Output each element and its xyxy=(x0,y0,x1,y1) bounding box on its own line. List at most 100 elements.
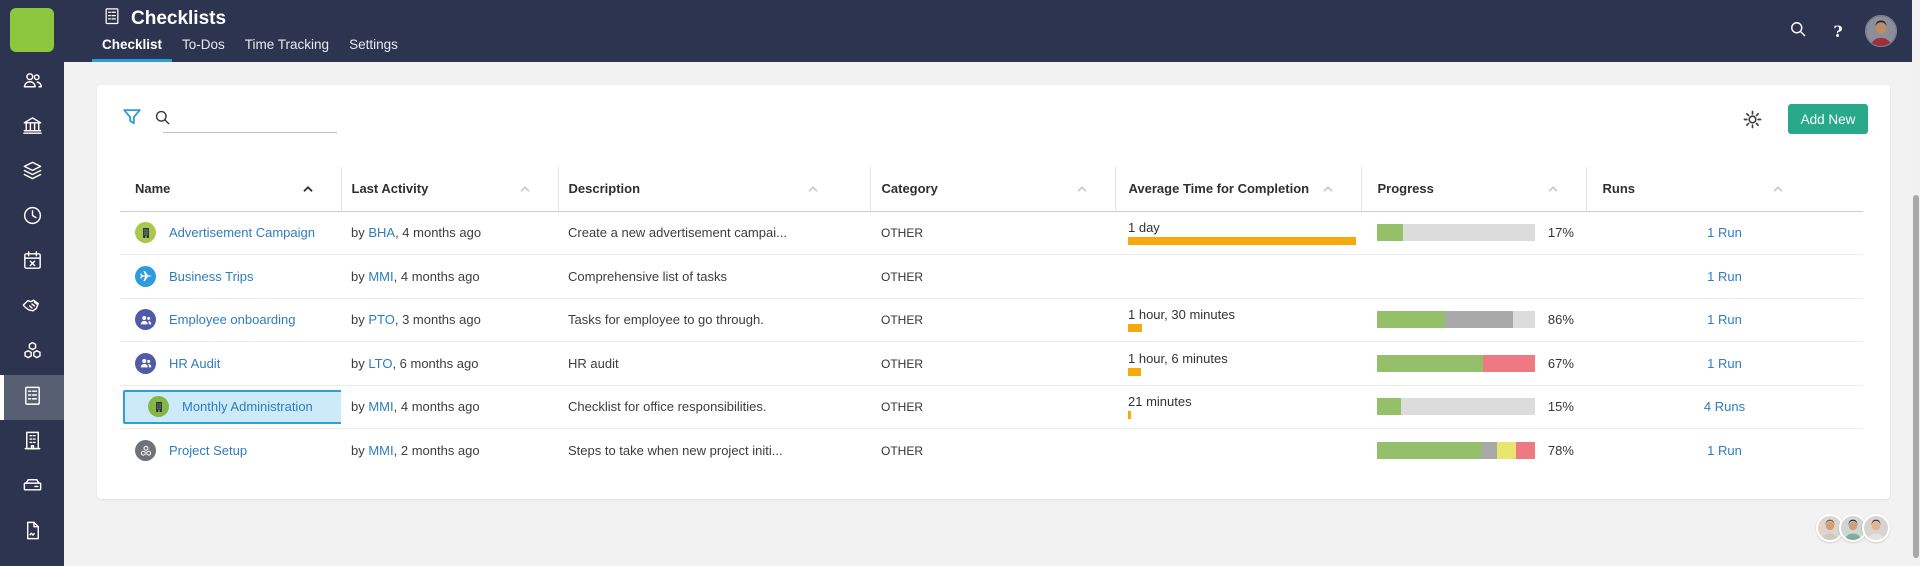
search-input[interactable] xyxy=(163,105,337,133)
checklist-name-cell[interactable]: Business Trips xyxy=(135,265,340,287)
user-initials-link[interactable]: MMI xyxy=(368,268,394,284)
sidebar-item-layers[interactable] xyxy=(0,150,64,195)
checklist-name-cell[interactable]: Advertisement Campaign xyxy=(135,222,340,244)
table-row: Project Setup by MMI, 2 months ago Steps t… xyxy=(120,429,1863,473)
scrollbar-thumb[interactable] xyxy=(1913,195,1919,558)
column-label: Runs xyxy=(1602,181,1636,197)
column-header-runs[interactable]: Runs xyxy=(1585,167,1863,212)
table-row: Monthly Administration by MMI, 4 months a… xyxy=(120,385,1863,429)
checklist-card: Add New Name Last Activity Description Cate… xyxy=(97,85,1890,499)
progress-segment xyxy=(1482,354,1535,372)
checklists-icon xyxy=(21,384,44,412)
progress-percent: 78% xyxy=(1547,443,1574,458)
last-activity-text: by BHA, 4 months ago xyxy=(351,225,482,241)
tab-settings[interactable]: Settings xyxy=(349,37,398,52)
description-text: Checklist for office responsibilities. xyxy=(568,399,767,415)
page-scrollbar[interactable] xyxy=(1912,0,1920,566)
plane-badge-icon xyxy=(135,265,156,287)
runs-link[interactable]: 1 Run xyxy=(1707,443,1742,458)
sidebar xyxy=(0,0,71,566)
progress-cell: 86% xyxy=(1377,311,1585,329)
add-new-button[interactable]: Add New xyxy=(1788,104,1868,134)
description-text: Comprehensive list of tasks xyxy=(568,268,727,284)
category-text: OTHER xyxy=(881,226,923,241)
runs-link[interactable]: 1 Run xyxy=(1707,268,1742,284)
user-initials-link[interactable]: BHA xyxy=(368,225,396,241)
table-row: Business Trips by MMI, 4 months ago Compre… xyxy=(120,254,1863,299)
progress-cell: 78% xyxy=(1377,442,1585,459)
column-header-progress[interactable]: Progress xyxy=(1360,167,1586,212)
main-content: Add New Name Last Activity Description Cate… xyxy=(64,62,1912,566)
time-bar xyxy=(1128,367,1141,376)
progress-segment xyxy=(1515,442,1535,459)
checklist-name-cell[interactable]: Employee onboarding xyxy=(135,309,340,331)
building-badge-icon xyxy=(148,396,169,418)
checklist-name-cell[interactable]: HR Audit xyxy=(135,352,340,374)
time-bar xyxy=(1128,237,1357,246)
tab-to-dos[interactable]: To-Dos xyxy=(182,37,225,52)
sidebar-item-cubes[interactable] xyxy=(0,330,64,375)
runs-link[interactable]: 1 Run xyxy=(1707,355,1742,371)
progress-percent: 86% xyxy=(1547,312,1574,328)
sidebar-item-handshake[interactable] xyxy=(0,285,64,330)
sidebar-item-users[interactable] xyxy=(0,60,64,105)
sidebar-item-drive[interactable] xyxy=(0,465,64,510)
user-initials-link[interactable]: LTO xyxy=(368,355,393,371)
sidebar-item-calendar-x[interactable] xyxy=(0,240,64,285)
runs-link[interactable]: 1 Run xyxy=(1707,312,1742,328)
help-button[interactable]: ? xyxy=(1826,19,1850,43)
average-time-text: 1 hour, 30 minutes xyxy=(1128,307,1235,323)
progress-cell: 17% xyxy=(1377,224,1585,242)
sidebar-item-building[interactable] xyxy=(0,420,64,465)
user-initials-link[interactable]: MMI xyxy=(368,443,394,458)
runs-link[interactable]: 4 Runs xyxy=(1703,399,1746,415)
checklist-name-link[interactable]: Monthly Administration xyxy=(182,399,313,415)
handshake-icon xyxy=(21,294,44,322)
table-row: HR Audit by LTO, 6 months ago HR audit OTHE… xyxy=(120,341,1863,386)
document-icon xyxy=(21,519,44,547)
last-activity-text: by MMI, 2 months ago xyxy=(351,443,480,458)
average-time-cell: 1 hour, 30 minutes xyxy=(1128,307,1360,333)
average-time-text: 21 minutes xyxy=(1128,394,1192,410)
app-logo[interactable] xyxy=(10,8,71,69)
progress-segment xyxy=(1496,442,1516,459)
checklist-name-link[interactable]: Advertisement Campaign xyxy=(169,225,315,241)
top-navigation-bar: Checklists Checklist To-Dos Time Tracking S… xyxy=(64,0,1912,62)
column-header-category[interactable]: Category xyxy=(869,167,1115,212)
search-button[interactable] xyxy=(1786,19,1810,43)
building-icon xyxy=(21,429,44,457)
user-initials-link[interactable]: MMI xyxy=(368,399,394,415)
progress-bar xyxy=(1377,311,1535,329)
column-header-name[interactable]: Name xyxy=(120,167,341,212)
sort-caret-icon xyxy=(1546,182,1560,196)
sidebar-item-checklists[interactable] xyxy=(0,375,64,420)
dark-haired-man-avatar[interactable] xyxy=(1839,514,1867,542)
tab-checklist[interactable]: Checklist xyxy=(92,32,173,62)
checklist-name-link[interactable]: Employee onboarding xyxy=(169,312,296,328)
user-initials-link[interactable]: PTO xyxy=(368,312,395,328)
checklist-name-cell[interactable]: Project Setup xyxy=(135,440,340,461)
cubes-icon xyxy=(21,339,44,367)
progress-segment xyxy=(1377,224,1404,242)
sort-caret-icon xyxy=(518,182,532,196)
gear-icon[interactable] xyxy=(1741,108,1764,131)
woman-avatar[interactable] xyxy=(1862,514,1890,542)
building-badge-icon xyxy=(135,222,156,244)
checklist-name-link[interactable]: HR Audit xyxy=(169,355,221,371)
runs-link[interactable]: 1 Run xyxy=(1707,225,1742,241)
progress-percent: 15% xyxy=(1547,399,1574,415)
sidebar-item-clock[interactable] xyxy=(0,195,64,240)
tab-time-tracking[interactable]: Time Tracking xyxy=(244,37,330,52)
sidebar-item-bank[interactable] xyxy=(0,105,64,150)
checklist-name-cell-selected[interactable]: Monthly Administration xyxy=(123,389,341,424)
checklist-name-link[interactable]: Project Setup xyxy=(169,443,248,458)
progress-percent: 67% xyxy=(1547,355,1574,371)
column-header-average-time-for-completion[interactable]: Average Time for Completion xyxy=(1114,167,1361,212)
user-avatar[interactable] xyxy=(1865,15,1897,47)
column-header-last-activity[interactable]: Last Activity xyxy=(340,167,558,212)
sidebar-item-document[interactable] xyxy=(0,510,64,555)
checklist-name-link[interactable]: Business Trips xyxy=(169,268,254,284)
column-header-description[interactable]: Description xyxy=(557,167,870,212)
sort-caret-icon xyxy=(1771,182,1785,196)
filter-button[interactable] xyxy=(121,106,143,128)
